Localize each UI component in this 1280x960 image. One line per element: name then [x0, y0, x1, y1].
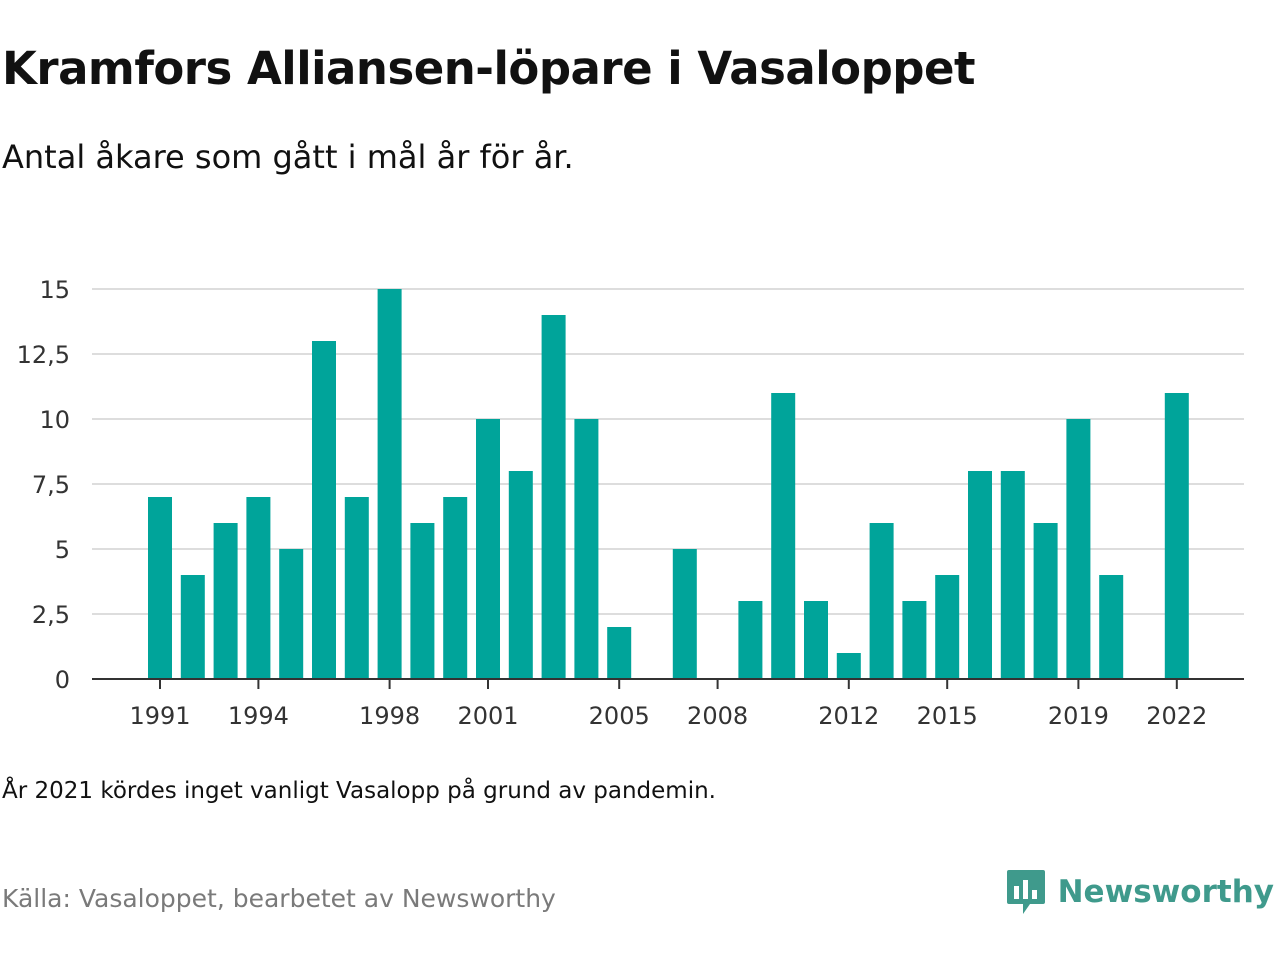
x-tick-label: 2015	[917, 702, 978, 730]
newsworthy-logo-icon	[1006, 870, 1045, 914]
bar-1991	[148, 497, 172, 679]
bar-2015	[935, 575, 960, 679]
y-tick-label: 7,5	[32, 471, 70, 499]
brand-logo: Newsworthy	[1006, 868, 1274, 916]
bar-2019	[1066, 419, 1091, 679]
y-tick-label: 0	[55, 666, 70, 694]
bar-1995	[279, 549, 304, 679]
bar-chart: 0 2,5 5 7,5 10 12,5 15 1991 1994 1998 2001 2005 200…	[17, 276, 1244, 730]
bar-1997	[344, 497, 369, 679]
y-tick-label: 12,5	[17, 341, 70, 369]
x-axis: 1991 1994 1998 2001 2005 2008 2012 2015 2019 2022	[92, 678, 1244, 730]
bar-2016	[968, 471, 992, 679]
bar-2013	[869, 523, 894, 679]
bar-1992	[180, 575, 205, 679]
bar-2020	[1099, 575, 1124, 679]
bar-2011	[804, 601, 828, 679]
bar-2003	[541, 315, 566, 679]
y-tick-label: 15	[39, 276, 70, 304]
x-tick-label: 1991	[129, 702, 190, 730]
bar-2004	[574, 419, 599, 679]
chart-subtitle: Antal åkare som gått i mål år för år.	[2, 138, 574, 176]
chart-title: Kramfors Alliansen-löpare i Vasaloppet	[2, 42, 976, 95]
y-axis-labels: 0 2,5 5 7,5 10 12,5 15	[17, 276, 70, 694]
bar-1994	[246, 497, 271, 679]
bar-2005	[607, 627, 632, 679]
x-tick-label: 2005	[589, 702, 650, 730]
y-tick-label: 10	[39, 406, 70, 434]
bar-2018	[1033, 523, 1058, 679]
source-credit: Källa: Vasaloppet, bearbetet av Newswort…	[2, 884, 556, 913]
bar-2012	[836, 653, 861, 679]
bar-2001	[476, 419, 500, 679]
x-tick-label: 1994	[228, 702, 289, 730]
x-tick-label: 1998	[359, 702, 420, 730]
bar-2014	[902, 601, 927, 679]
bar-2017	[1000, 471, 1025, 679]
x-tick-label: 2022	[1146, 702, 1207, 730]
bar-2022	[1164, 393, 1189, 679]
brand-name: Newsworthy	[1057, 874, 1274, 910]
bar-2000	[443, 497, 468, 679]
chart-note: År 2021 kördes inget vanligt Vasalopp på…	[2, 778, 716, 804]
bars	[148, 289, 1189, 679]
y-tick-label: 2,5	[32, 601, 70, 629]
x-tick-label: 2019	[1048, 702, 1109, 730]
bar-1996	[312, 341, 336, 679]
y-tick-label: 5	[55, 536, 70, 564]
bar-2010	[771, 393, 796, 679]
bar-1998	[377, 289, 402, 679]
bar-2002	[508, 471, 533, 679]
x-tick-label: 2001	[457, 702, 518, 730]
bar-2009	[738, 601, 763, 679]
bar-2007	[672, 549, 697, 679]
x-tick-label: 2008	[687, 702, 748, 730]
bar-1993	[213, 523, 238, 679]
x-tick-label: 2012	[818, 702, 879, 730]
bar-1999	[410, 523, 435, 679]
